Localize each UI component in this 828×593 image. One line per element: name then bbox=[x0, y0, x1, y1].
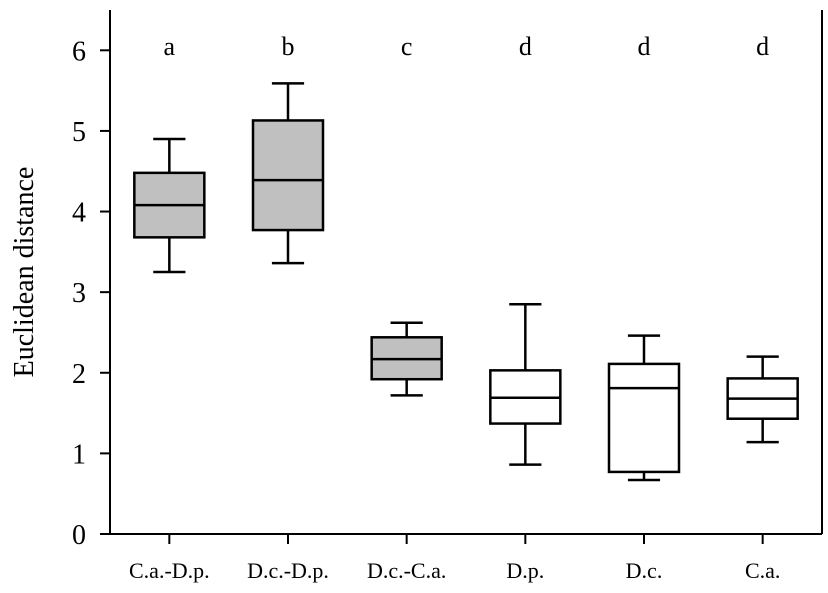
significance-letter: b bbox=[282, 32, 295, 61]
x-tick-label: D.c.-C.a. bbox=[367, 558, 446, 583]
x-tick-label: D.c.-D.p. bbox=[247, 558, 329, 583]
y-tick-label: 1 bbox=[72, 439, 86, 470]
significance-letter: c bbox=[401, 32, 413, 61]
box-group bbox=[726, 355, 799, 444]
y-tick-label: 5 bbox=[72, 117, 86, 148]
axes bbox=[109, 10, 823, 535]
significance-letter: d bbox=[638, 32, 651, 61]
iqr-box bbox=[607, 362, 681, 474]
box-group bbox=[251, 82, 325, 265]
box-group bbox=[489, 302, 562, 466]
x-axis-ticks: C.a.-D.p. D.c.-D.p. D.c.-C.a. D.p. D.c. C.a. bbox=[129, 534, 780, 583]
x-tick-label: D.p. bbox=[506, 558, 544, 583]
y-tick-label: 6 bbox=[72, 36, 86, 67]
boxes bbox=[133, 82, 799, 482]
box-group bbox=[607, 334, 681, 482]
x-tick-label: C.a.-D.p. bbox=[129, 558, 210, 583]
y-tick-label: 2 bbox=[72, 359, 86, 390]
y-tick-label: 3 bbox=[72, 278, 86, 309]
y-tick-label: 0 bbox=[72, 520, 86, 551]
x-tick-label: C.a. bbox=[745, 558, 780, 583]
iqr-box bbox=[251, 119, 325, 232]
y-axis-ticks: 0 1 2 3 4 5 6 bbox=[72, 36, 110, 551]
box-group bbox=[370, 321, 443, 397]
significance-letter: d bbox=[756, 32, 769, 61]
y-axis-title: Euclidean distance bbox=[9, 167, 40, 378]
y-tick-label: 4 bbox=[72, 198, 86, 229]
significance-letter: d bbox=[519, 32, 532, 61]
significance-letter: a bbox=[164, 32, 176, 61]
x-tick-label: D.c. bbox=[626, 558, 663, 583]
box-group bbox=[133, 137, 206, 274]
